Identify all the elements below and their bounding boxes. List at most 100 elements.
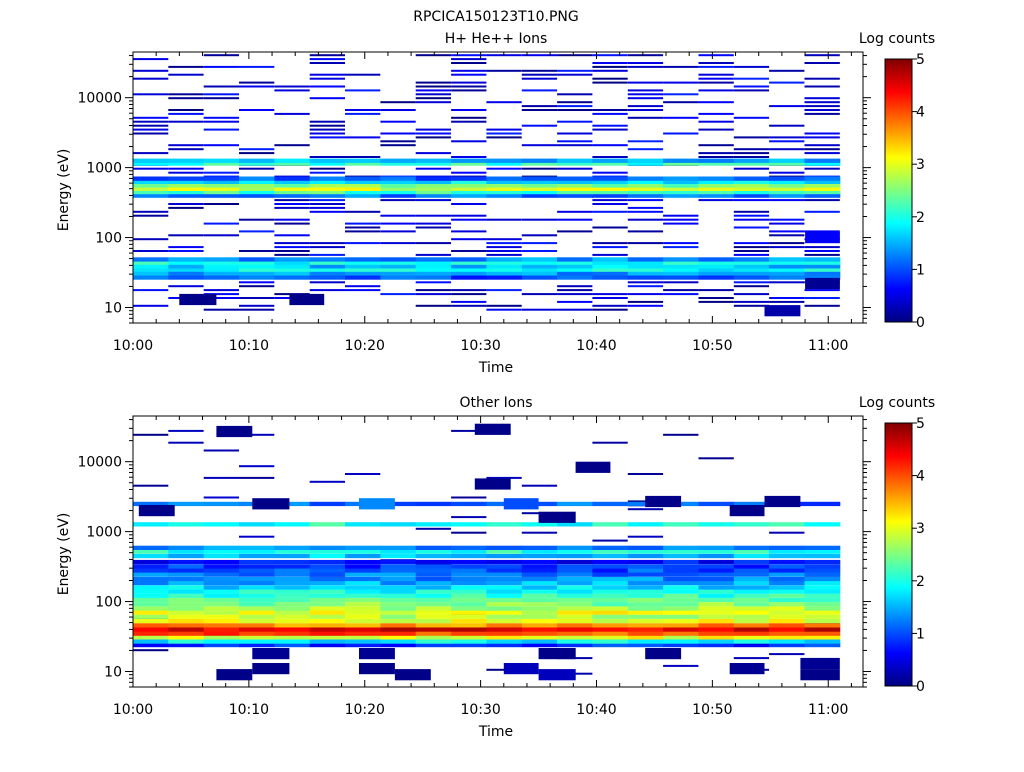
heatmap-cell — [133, 120, 169, 123]
heatmap-cell — [557, 179, 593, 184]
heatmap-cell — [380, 564, 417, 569]
heatmap-cell — [203, 193, 240, 198]
heatmap-cell — [557, 73, 593, 76]
heatmap-cell — [521, 89, 558, 92]
heatmap-cell — [663, 116, 699, 119]
heatmap-cell — [415, 304, 451, 307]
heatmap-cell — [627, 614, 664, 619]
heatmap-cell — [203, 97, 239, 100]
heatmap-cell — [239, 109, 275, 111]
heatmap-cell — [663, 639, 699, 644]
heatmap-cell — [239, 627, 275, 632]
heatmap-cell — [698, 289, 734, 292]
heatmap-cell — [345, 136, 381, 139]
heatmap-cell — [203, 496, 239, 499]
heatmap-cell — [627, 522, 664, 527]
heatmap-cell — [415, 564, 452, 569]
heatmap-cell — [557, 264, 593, 269]
heatmap-cell — [203, 449, 239, 452]
heatmap-cell — [733, 85, 770, 88]
heatmap-cell — [627, 116, 664, 119]
heatmap-cell — [627, 271, 664, 276]
heatmap-cell — [274, 564, 311, 569]
heatmap-cell — [451, 545, 487, 550]
heatmap-cell — [486, 242, 522, 245]
x-tick-label: 10:20 — [345, 338, 385, 354]
heatmap-cell — [663, 183, 699, 188]
heatmap-cell — [274, 576, 311, 582]
heatmap-cell — [804, 152, 840, 155]
heatmap-cell — [274, 623, 311, 628]
heatmap-block — [474, 478, 511, 490]
heatmap-cell — [733, 189, 770, 195]
heatmap-cell — [451, 271, 487, 276]
heatmap-cell — [557, 593, 593, 598]
heatmap-cell — [415, 580, 452, 586]
heatmap-cell — [733, 77, 770, 80]
heatmap-cell — [557, 189, 593, 195]
heatmap-cell — [557, 564, 593, 569]
heatmap-cell — [451, 564, 487, 569]
heatmap-cell — [733, 89, 770, 92]
heatmap-cell — [521, 635, 558, 640]
heatmap-cell — [451, 606, 487, 611]
heatmap-cell — [345, 602, 381, 607]
heatmap-cell — [203, 589, 240, 594]
heatmap-cell — [415, 158, 452, 163]
heatmap-cell — [804, 623, 841, 628]
heatmap-cell — [627, 631, 664, 636]
heatmap-cell — [309, 610, 346, 615]
heatmap-cell — [769, 580, 805, 586]
heatmap-cell — [592, 65, 628, 68]
heatmap-cell — [133, 614, 169, 619]
heatmap-cell — [451, 589, 487, 594]
heatmap-cell — [345, 564, 381, 569]
heatmap-cell — [239, 281, 275, 284]
heatmap-cell — [168, 176, 205, 181]
heatmap-cell — [627, 93, 664, 96]
heatmap-cell — [733, 606, 770, 611]
heatmap-cell — [733, 304, 770, 307]
heatmap-cell — [627, 158, 664, 163]
heatmap-cell — [592, 549, 629, 554]
heatmap-cell — [486, 623, 523, 628]
heatmap-cell — [168, 585, 205, 590]
heatmap-cell — [521, 501, 558, 507]
heatmap-cell — [415, 260, 452, 265]
heatmap-cell — [592, 297, 628, 299]
heatmap-cell — [486, 602, 523, 607]
heatmap-cell — [415, 222, 451, 225]
heatmap-cell — [168, 161, 205, 166]
heatmap-cell — [239, 614, 275, 619]
heatmap-cell — [592, 242, 628, 245]
heatmap-cell — [415, 85, 451, 88]
heatmap-cell — [451, 140, 487, 143]
heatmap-cell — [733, 589, 770, 594]
heatmap-cell — [203, 476, 239, 479]
heatmap-cell — [663, 257, 699, 262]
heatmap-cell — [309, 553, 346, 559]
heatmap-cell — [168, 441, 204, 444]
heatmap-cell — [168, 635, 205, 640]
heatmap-cell — [239, 580, 275, 586]
x-tick-label: 10:50 — [692, 702, 732, 718]
heatmap-cell — [804, 112, 840, 115]
heatmap-cell — [168, 545, 205, 550]
heatmap-cell — [168, 564, 205, 569]
heatmap-cell — [380, 593, 417, 598]
heatmap-cell — [521, 275, 558, 280]
heatmap-cell — [451, 260, 487, 265]
heatmap-cell — [627, 580, 664, 586]
heatmap-cell — [486, 642, 523, 648]
heatmap-cell — [627, 549, 664, 554]
heatmap-cell — [309, 271, 346, 276]
heatmap-cell — [698, 186, 735, 191]
heatmap-cell — [345, 183, 381, 188]
heatmap-cell — [239, 218, 275, 221]
heatmap-cell — [557, 105, 593, 108]
heatmap-cell — [274, 271, 311, 276]
heatmap-cell — [486, 260, 523, 265]
heatmap-cell — [769, 179, 805, 184]
heatmap-cell — [557, 140, 593, 143]
heatmap-cell — [557, 501, 593, 507]
